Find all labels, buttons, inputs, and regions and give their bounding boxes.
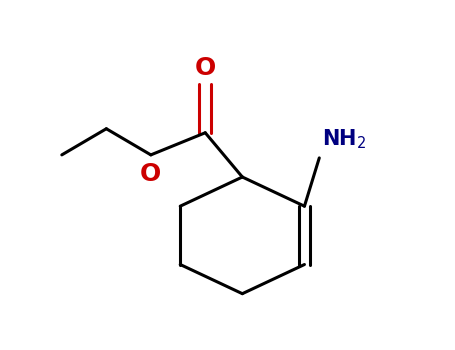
Text: O: O — [195, 56, 216, 80]
Text: O: O — [140, 162, 162, 186]
Text: NH$_2$: NH$_2$ — [322, 127, 366, 150]
